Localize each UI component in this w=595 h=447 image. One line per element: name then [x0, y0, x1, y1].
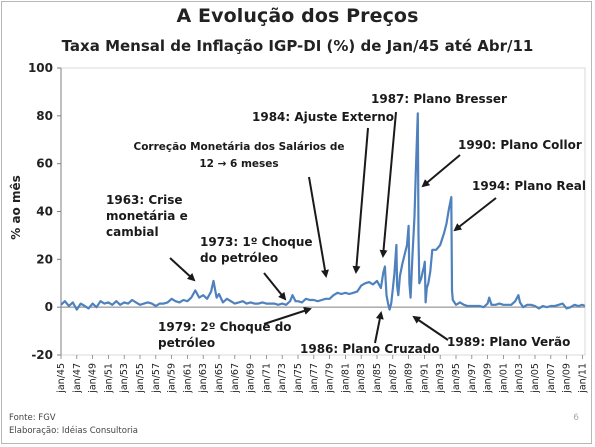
annotation-text: monetária e [106, 209, 188, 223]
annotation-arrow [453, 197, 497, 232]
annotation-text: 1986: Plano Cruzado [300, 342, 440, 356]
annotation-text: 1989: Plano Verão [447, 335, 570, 349]
chart-subtitle: Taxa Mensal de Inflação IGP-DI (%) de Ja… [61, 37, 534, 55]
x-tick-label: jan/51 [103, 363, 114, 394]
x-tick-label: jan/49 [88, 363, 99, 394]
x-tick-label: jan/63 [198, 363, 209, 394]
y-tick-label: -20 [31, 348, 53, 362]
annotation-text: 1990: Plano Collor [458, 138, 582, 152]
x-tick-label: jan/89 [404, 363, 415, 394]
x-tick-label: jan/77 [309, 363, 320, 394]
credit-note: Elaboração: Idéias Consultoria [9, 426, 139, 436]
x-tick-label: jan/97 [467, 363, 478, 394]
y-axis-title: % ao mês [9, 175, 23, 240]
annotation-text: 1994: Plano Real [472, 179, 586, 193]
x-tick-label: jan/95 [451, 363, 462, 394]
annotation-text: do petróleo [200, 251, 278, 265]
x-tick-label: jan/81 [340, 363, 351, 394]
annotation-salarios: Correção Monetária dos Salários de 12 → 6… [134, 141, 345, 278]
x-tick-label: jan/09 [562, 363, 573, 394]
annotation-text: cambial [106, 225, 159, 239]
source-note: Fonte: FGV [9, 413, 56, 423]
annotation-verao-1989: 1989: Plano Verão [412, 315, 570, 349]
x-tick-label: jan/11 [577, 363, 588, 394]
annotation-real-1994: 1994: Plano Real [453, 179, 586, 232]
annotation-arrow [352, 127, 369, 274]
annotation-text: 12 → 6 meses [199, 158, 278, 170]
x-tick-label: jan/99 [483, 363, 494, 394]
x-tick-label: jan/93 [435, 363, 446, 394]
x-tick-label: jan/83 [356, 363, 367, 394]
x-tick-label: jan/07 [546, 363, 557, 394]
annotation-ajuste-1984: 1984: Ajuste Externo [252, 110, 394, 274]
x-tick-label: jan/69 [246, 363, 257, 394]
annotation-text: 1984: Ajuste Externo [252, 110, 394, 124]
x-tick-label: jan/53 [119, 363, 130, 394]
annotation-arrow [263, 307, 312, 325]
x-tick-label: jan/75 [293, 363, 304, 394]
x-tick-label: jan/55 [135, 363, 146, 394]
x-tick-label: jan/59 [167, 363, 178, 394]
x-tick-label: jan/05 [530, 363, 541, 394]
x-tick-label: jan/65 [214, 363, 225, 394]
annotation-text: 1979: 2º Choque do [158, 320, 292, 334]
annotation-petroleo-1973: 1973: 1º Choque do petróleo [200, 235, 313, 301]
x-tick-label: jan/79 [325, 363, 336, 394]
annotation-crise-1963: 1963: Crise monetária e cambial [106, 193, 196, 282]
x-tick-label: jan/61 [182, 363, 193, 394]
y-tick-label: 100 [28, 61, 53, 75]
annotation-text: Correção Monetária dos Salários de [134, 141, 345, 153]
y-tick-label: 20 [36, 252, 53, 266]
annotation-arrow [169, 257, 196, 282]
page-number: 6 [573, 413, 579, 423]
annotation-arrow [263, 272, 287, 301]
slide-title: A Evolução dos Preços [176, 5, 419, 27]
y-tick-label: 80 [36, 109, 53, 123]
annotation-arrow [421, 154, 461, 188]
series-line-igp-di [60, 112, 586, 311]
annotation-arrow [412, 315, 449, 341]
annotation-collor-1990: 1990: Plano Collor [421, 138, 582, 188]
x-tick-label: jan/73 [277, 363, 288, 394]
annotation-text: 1973: 1º Choque [200, 235, 313, 249]
x-tick-label: jan/57 [151, 363, 162, 394]
y-tick-label: 60 [36, 157, 53, 171]
annotation-text: petróleo [158, 336, 215, 350]
x-tick-label: jan/87 [388, 363, 399, 394]
annotation-bresser-1987: 1987: Plano Bresser [371, 92, 507, 258]
y-tick-label: 0 [45, 300, 53, 314]
annotation-arrow [379, 111, 397, 258]
annotation-arrow [308, 176, 329, 278]
annotation-text: 1987: Plano Bresser [371, 92, 507, 106]
x-tick-label: jan/71 [261, 363, 272, 394]
x-tick-label: jan/47 [72, 363, 83, 394]
annotation-cruzado-1986: 1986: Plano Cruzado [300, 311, 440, 356]
x-tick-label: jan/91 [419, 363, 430, 394]
x-tick-label: jan/45 [56, 363, 67, 394]
x-tick-label: jan/03 [514, 363, 525, 394]
annotation-arrow [374, 311, 384, 344]
annotation-text: 1963: Crise [106, 193, 183, 207]
y-tick-label: 40 [36, 205, 53, 219]
annotation-petroleo-1979: 1979: 2º Choque do petróleo [158, 307, 312, 350]
x-tick-label: jan/85 [372, 363, 383, 394]
x-tick-label: jan/01 [498, 363, 509, 394]
x-tick-label: jan/67 [230, 363, 241, 394]
